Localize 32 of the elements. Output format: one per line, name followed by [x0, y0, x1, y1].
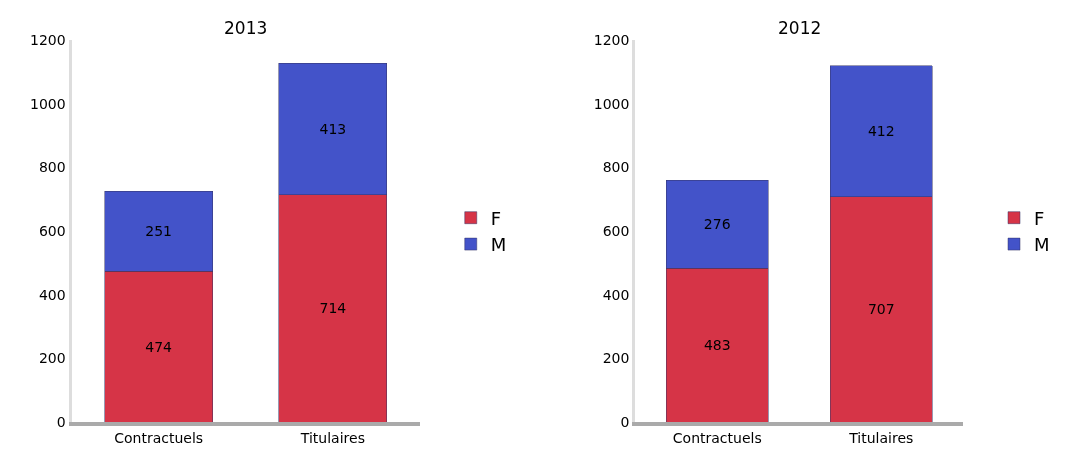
y-tick-label: 1000 [593, 95, 630, 112]
legend-label: F [1034, 207, 1045, 229]
legend-label: M [1034, 234, 1050, 256]
data-label: 413 [319, 120, 347, 137]
y-tick-label: 400 [38, 286, 66, 303]
x-tick-label: Contractuels [114, 429, 204, 446]
x-tick-label: Titulaires [848, 429, 914, 446]
x-tick-label: Contractuels [672, 429, 762, 446]
y-tick-label: 400 [602, 286, 630, 303]
y-tick-label: 0 [56, 413, 66, 430]
y-tick-label: 0 [620, 413, 630, 430]
data-label: 714 [319, 300, 347, 317]
y-tick-label: 600 [38, 222, 66, 239]
y-tick-label: 800 [38, 159, 66, 176]
y-tick-label: 800 [602, 159, 630, 176]
chart-title: 2013 [224, 18, 268, 38]
y-tick-label: 200 [38, 350, 66, 367]
data-label: 251 [145, 223, 172, 240]
y-tick-label: 1000 [30, 95, 66, 112]
legend-label: M [490, 234, 507, 256]
legend-label: F [490, 207, 502, 229]
y-tick-label: 1200 [30, 31, 66, 48]
y-tick-label: 1200 [593, 31, 630, 48]
data-label: 474 [145, 338, 173, 355]
data-label: 276 [703, 216, 731, 233]
data-label: 412 [867, 123, 895, 140]
chart-title: 2012 [778, 18, 822, 38]
y-tick-label: 600 [602, 222, 630, 239]
y-tick-label: 200 [602, 350, 630, 367]
x-tick-label: Titulaires [299, 429, 365, 446]
data-label: 707 [867, 301, 895, 318]
data-label: 483 [703, 337, 731, 354]
